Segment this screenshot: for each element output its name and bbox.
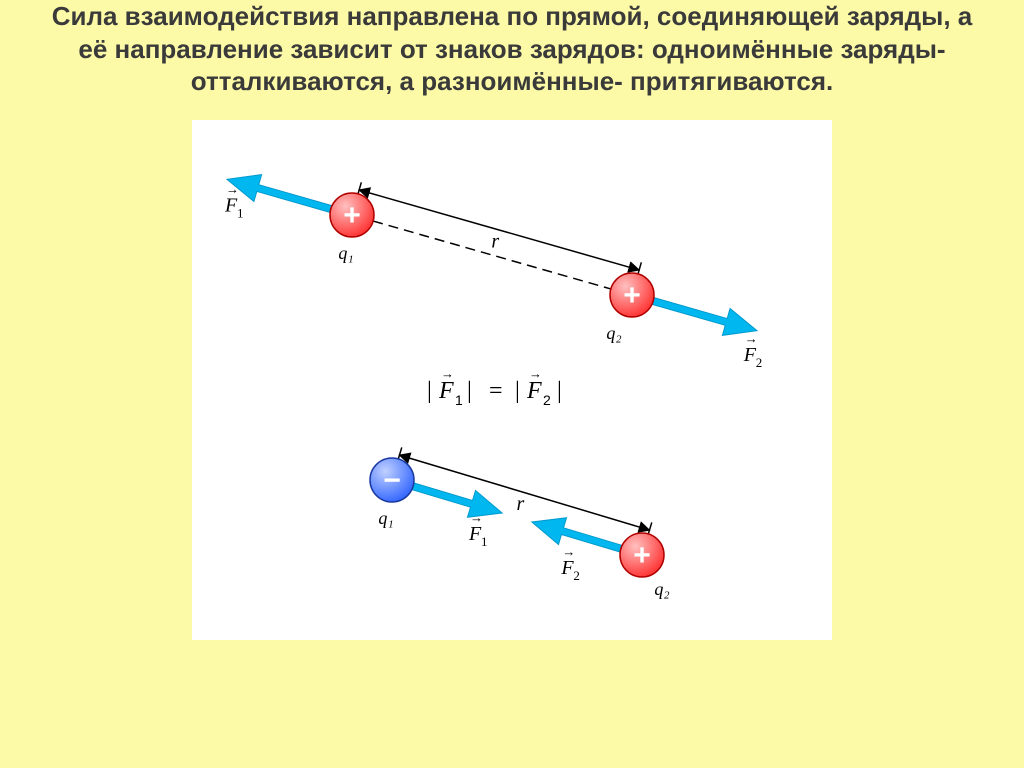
- diagram-label: r: [491, 230, 499, 252]
- charge-sign: +: [343, 199, 361, 232]
- diagram-label: q₁: [338, 243, 353, 263]
- diagram-container: r++q₁q₂F→1F→2|F→1|=|F→2|r−+q₁q₂F→1F→2: [192, 120, 832, 640]
- svg-text:F: F: [743, 344, 757, 366]
- svg-text:1: 1: [455, 392, 463, 408]
- svg-text:2: 2: [573, 568, 580, 583]
- svg-text:|: |: [427, 378, 432, 404]
- svg-text:→: →: [226, 181, 239, 196]
- svg-text:1: 1: [237, 205, 244, 220]
- svg-text:2: 2: [543, 392, 551, 408]
- svg-text:F: F: [224, 194, 238, 216]
- charge-sign: −: [383, 464, 401, 497]
- charge-sign: +: [633, 539, 651, 572]
- diagram-label: q₂: [606, 323, 621, 343]
- svg-text:→: →: [470, 510, 483, 525]
- charge-sign: +: [623, 279, 641, 312]
- page-title: Сила взаимодействия направлена по прямой…: [40, 0, 984, 98]
- svg-text:F: F: [468, 523, 482, 545]
- svg-text:→: →: [562, 544, 575, 559]
- diagram-label: q₂: [654, 579, 669, 599]
- slide: Сила взаимодействия направлена по прямой…: [0, 0, 1024, 768]
- svg-text:→: →: [529, 366, 542, 381]
- diagram-label: q₁: [378, 508, 393, 528]
- svg-text:→: →: [441, 366, 454, 381]
- vector-label: F→ 2: [743, 331, 763, 370]
- diagram-label: r: [517, 493, 525, 515]
- svg-text:F: F: [526, 378, 542, 404]
- physics-diagram: r++q₁q₂F→1F→2|F→1|=|F→2|r−+q₁q₂F→1F→2: [192, 120, 832, 640]
- svg-text:|: |: [557, 378, 562, 404]
- svg-text:→: →: [745, 331, 758, 346]
- svg-text:2: 2: [756, 355, 763, 370]
- vector-label: F→ 1: [468, 510, 488, 549]
- force-arrow: [652, 297, 757, 335]
- svg-text:1: 1: [481, 534, 488, 549]
- svg-text:=: =: [489, 378, 503, 404]
- force-arrow: [532, 517, 622, 551]
- svg-text:F: F: [560, 557, 574, 579]
- equation: |F→1|=|F→2|: [427, 366, 562, 408]
- force-arrow: [412, 482, 502, 516]
- svg-text:|: |: [467, 378, 472, 404]
- svg-text:F: F: [438, 378, 454, 404]
- vector-label: F→ 2: [560, 544, 580, 583]
- svg-text:|: |: [515, 378, 520, 404]
